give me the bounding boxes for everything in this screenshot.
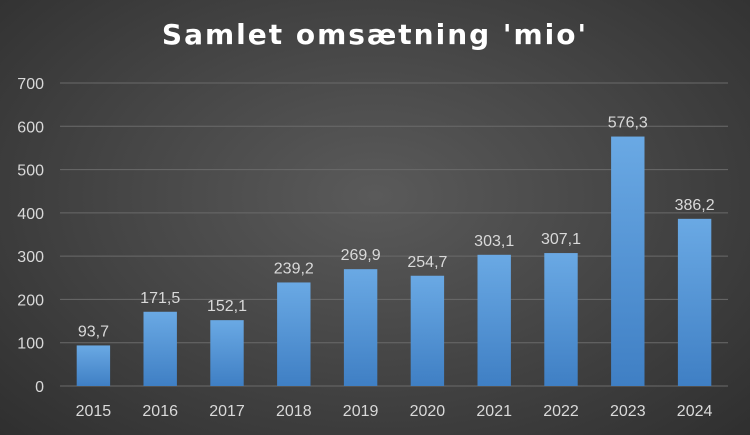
bar-2018 <box>277 282 311 386</box>
data-label-2021: 303,1 <box>474 233 514 250</box>
y-tick-label: 400 <box>17 206 44 223</box>
data-labels: 93,7 171,5 152,1 239,2 269,9 254,7 303,1 307,1 5… <box>78 115 715 341</box>
bar-2023 <box>611 136 645 386</box>
x-tick-label-2017: 2017 <box>209 403 245 420</box>
x-tick-label-2021: 2021 <box>476 403 512 420</box>
x-tick-label-2019: 2019 <box>343 403 379 420</box>
x-axis-tick-labels: 2015 2016 2017 2018 2019 2020 2021 2022 2023 2024 <box>76 403 713 420</box>
bar-2016 <box>143 311 177 386</box>
bar-2019 <box>343 269 378 386</box>
data-label-2017: 152,1 <box>207 298 247 315</box>
y-tick-label: 100 <box>17 336 44 353</box>
x-tick-label-2020: 2020 <box>410 403 446 420</box>
bar-2015 <box>76 345 111 386</box>
data-label-2020: 254,7 <box>407 254 447 271</box>
y-tick-label: 300 <box>17 249 44 266</box>
x-tick-label-2023: 2023 <box>610 403 646 420</box>
data-label-2018: 239,2 <box>274 260 314 277</box>
x-tick-label-2015: 2015 <box>76 403 112 420</box>
y-tick-label: 0 <box>35 379 44 396</box>
data-label-2022: 307,1 <box>541 231 581 248</box>
y-tick-label: 500 <box>17 163 44 180</box>
y-tick-label: 200 <box>17 292 44 309</box>
x-tick-label-2016: 2016 <box>142 403 178 420</box>
x-tick-label-2024: 2024 <box>677 403 713 420</box>
data-label-2019: 269,9 <box>341 247 381 264</box>
bar-2024 <box>677 218 712 386</box>
bar-2020 <box>410 275 445 386</box>
x-tick-label-2018: 2018 <box>276 403 312 420</box>
bar-2017 <box>210 320 244 386</box>
y-tick-label: 700 <box>17 76 44 93</box>
bars <box>76 136 712 386</box>
y-axis-tick-labels: 0 100 200 300 400 500 600 700 <box>17 76 44 396</box>
bar-2021 <box>477 254 511 386</box>
data-label-2023: 576,3 <box>608 115 648 132</box>
bar-2022 <box>544 253 578 386</box>
chart-title: Samlet omsætning 'mio' <box>161 18 589 51</box>
data-label-2024: 386,2 <box>675 197 715 214</box>
x-tick-label-2022: 2022 <box>543 403 579 420</box>
data-label-2015: 93,7 <box>78 323 109 340</box>
data-label-2016: 171,5 <box>140 290 180 307</box>
y-tick-label: 600 <box>17 119 44 136</box>
